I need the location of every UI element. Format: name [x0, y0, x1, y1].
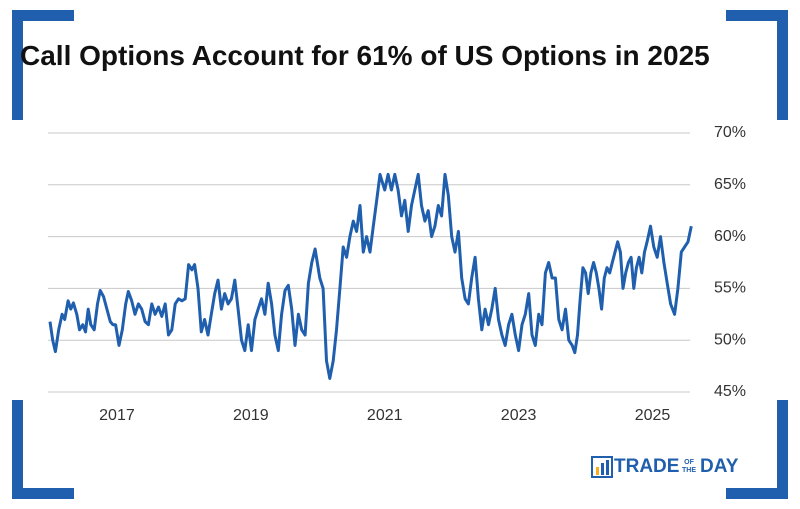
chart-title: Call Options Account for 61% of US Optio… [20, 40, 710, 71]
x-tick-label: 2025 [635, 407, 671, 424]
x-tick-label: 2017 [99, 407, 135, 424]
y-tick-label: 55% [714, 280, 746, 297]
logo-text: TRADE [614, 456, 679, 477]
y-tick-label: 70% [714, 124, 746, 141]
logo-text: THE [682, 467, 696, 474]
data-line [48, 172, 693, 380]
x-tick-label: 2019 [233, 407, 269, 424]
logo: TRADE OF THE DAY [591, 456, 739, 478]
logo-text: DAY [700, 456, 739, 477]
frame-corners [12, 10, 788, 499]
y-tick-label: 65% [714, 176, 746, 193]
y-tick-label: 45% [714, 383, 746, 400]
logo-text: OF [684, 459, 694, 466]
x-tick-label: 2023 [501, 407, 537, 424]
y-tick-label: 50% [714, 331, 746, 348]
y-tick-label: 60% [714, 228, 746, 245]
x-tick-label: 2021 [367, 407, 403, 424]
